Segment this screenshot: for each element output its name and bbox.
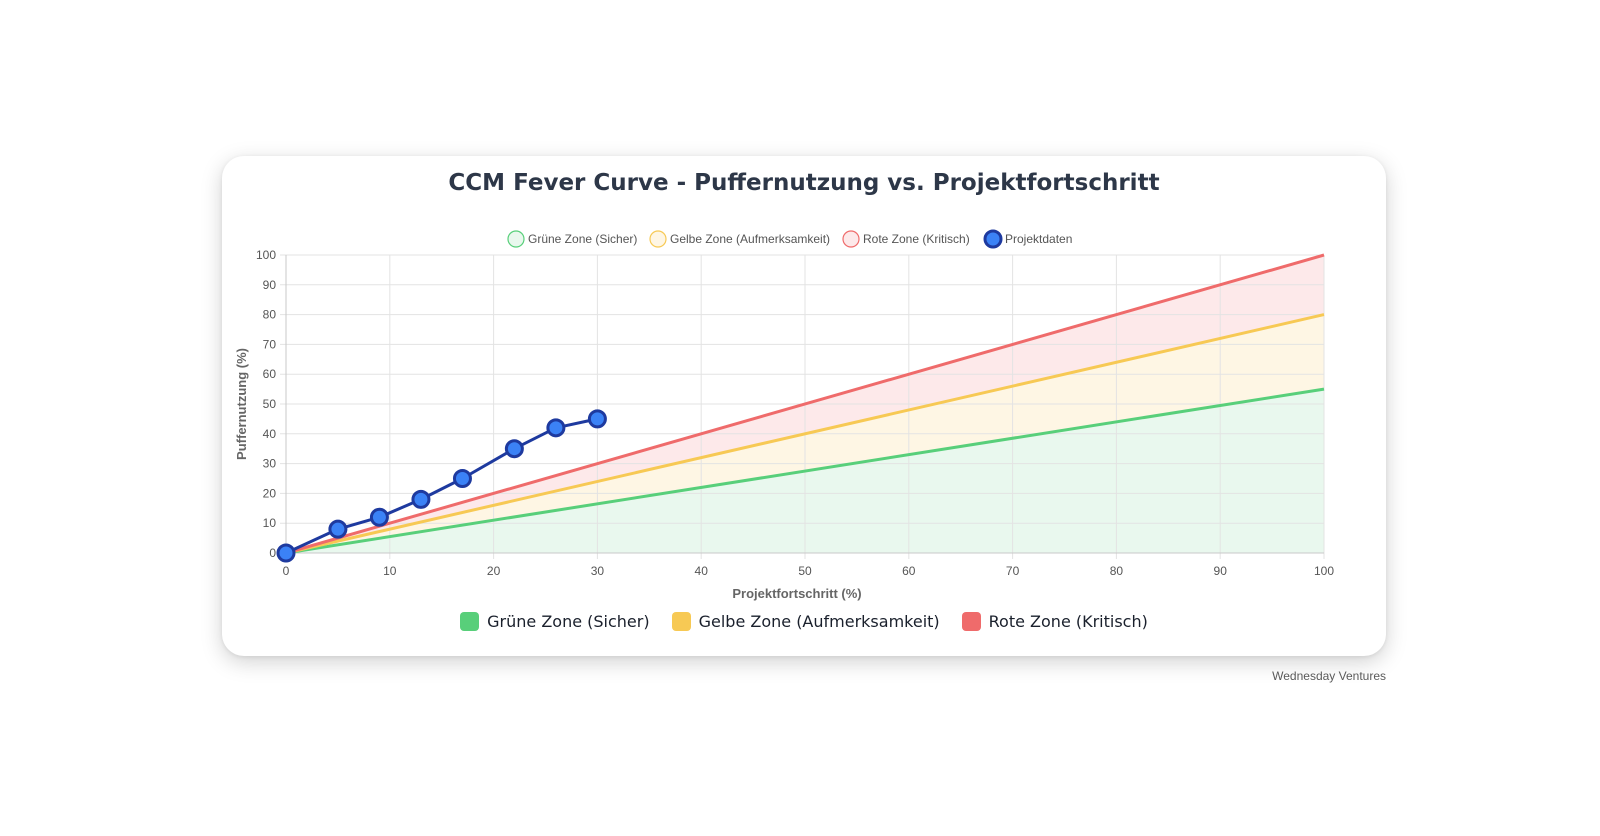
legend-label: Gelbe Zone (Aufmerksamkeit) xyxy=(670,232,830,246)
zone-line xyxy=(285,253,1325,555)
legend-label: Rote Zone (Kritisch) xyxy=(863,232,970,246)
data-point[interactable] xyxy=(276,543,296,563)
chart-card: CCM Fever Curve - Puffernutzung vs. Proj… xyxy=(222,156,1386,656)
legend-item[interactable]: Rote Zone (Kritisch) xyxy=(842,230,970,248)
x-tick-label: 30 xyxy=(591,564,605,578)
zone-legend-item: Rote Zone (Kritisch) xyxy=(961,612,1148,631)
x-tick-label: 20 xyxy=(487,564,501,578)
zone-legend-swatch xyxy=(961,612,981,631)
y-axis-title: Puffernutzung (%) xyxy=(234,348,249,460)
legend-marker xyxy=(983,229,1003,249)
x-tick-label: 60 xyxy=(902,564,916,578)
zone-legend-item: Gelbe Zone (Aufmerksamkeit) xyxy=(671,612,940,631)
legend-marker xyxy=(842,230,860,248)
legend-item[interactable]: Grüne Zone (Sicher) xyxy=(507,230,637,248)
zone-legend-swatch xyxy=(671,612,691,631)
x-tick-label: 80 xyxy=(1110,564,1124,578)
legend-item[interactable]: Projektdaten xyxy=(983,229,1072,249)
fever-curve-chart: 0 10 20 30 40 50 60 70 80 90 100 0 10 20 30 40 50 60 70 80 9… xyxy=(234,229,1334,601)
zone-legend-label: Rote Zone (Kritisch) xyxy=(988,612,1148,631)
legend-marker xyxy=(507,230,525,248)
zone-legend-label: Gelbe Zone (Aufmerksamkeit) xyxy=(698,612,940,631)
y-tick-label: 10 xyxy=(263,516,277,530)
x-tick-label: 100 xyxy=(1314,564,1334,578)
data-point[interactable] xyxy=(587,409,607,429)
x-tick-label: 70 xyxy=(1006,564,1020,578)
data-point[interactable] xyxy=(452,469,472,488)
y-tick-label: 60 xyxy=(263,367,277,381)
y-tick-label: 80 xyxy=(263,308,277,322)
x-tick-label: 50 xyxy=(798,564,812,578)
zone-legend-item: Grüne Zone (Sicher) xyxy=(460,612,650,631)
data-point[interactable] xyxy=(504,439,524,459)
x-axis-title: Projektfortschritt (%) xyxy=(732,586,861,601)
data-point[interactable] xyxy=(328,519,348,539)
zone-line xyxy=(285,313,1325,555)
zone-legend-swatch xyxy=(460,612,480,631)
y-tick-label: 100 xyxy=(256,248,276,262)
x-tick-label: 10 xyxy=(383,564,397,578)
legend-item[interactable]: Gelbe Zone (Aufmerksamkeit) xyxy=(649,230,830,248)
zone-legend-label: Grüne Zone (Sicher) xyxy=(487,612,650,631)
y-tick-label: 70 xyxy=(263,337,277,351)
y-tick-label: 90 xyxy=(263,278,277,292)
x-tick-label: 90 xyxy=(1214,564,1228,578)
legend-label: Grüne Zone (Sicher) xyxy=(528,232,637,246)
x-tick-label: 0 xyxy=(283,564,290,578)
y-tick-label: 50 xyxy=(263,397,277,411)
watermark: Wednesday Ventures xyxy=(1272,669,1386,683)
x-tick-label: 40 xyxy=(695,564,709,578)
data-point[interactable] xyxy=(369,507,389,527)
zone-line xyxy=(285,387,1325,555)
chart-title: CCM Fever Curve - Puffernutzung vs. Proj… xyxy=(448,170,1160,196)
data-point[interactable] xyxy=(546,418,566,438)
y-tick-label: 0 xyxy=(269,546,276,560)
legend-marker xyxy=(649,230,667,248)
data-point[interactable] xyxy=(411,489,431,509)
zone-legend: Grüne Zone (Sicher) Gelbe Zone (Aufmerksa… xyxy=(222,612,1386,631)
y-tick-label: 40 xyxy=(263,427,277,441)
y-tick-label: 30 xyxy=(263,457,277,471)
y-tick-label: 20 xyxy=(263,486,277,500)
legend-label: Projektdaten xyxy=(1005,232,1072,246)
